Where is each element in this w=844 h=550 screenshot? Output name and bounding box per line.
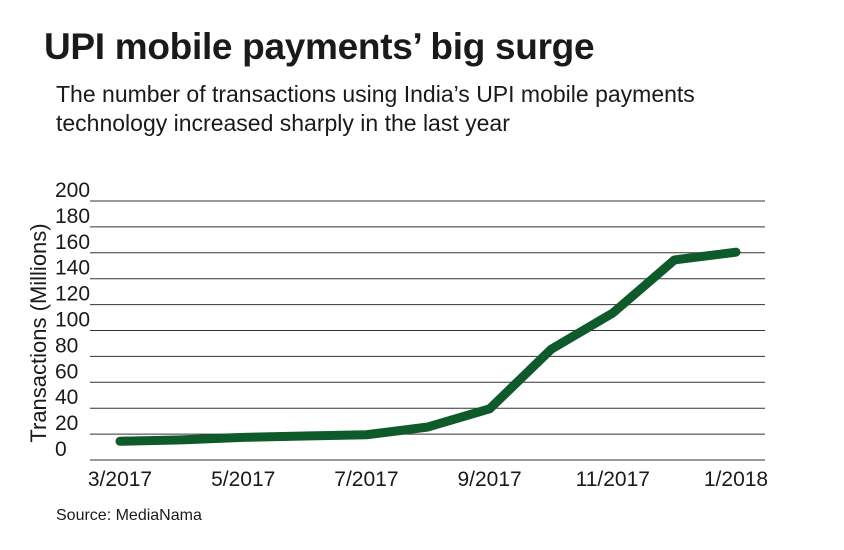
y-tick-label: 80 bbox=[55, 334, 78, 357]
x-tick-label: 9/2017 bbox=[457, 468, 521, 491]
source-note: Source: MediaNama bbox=[56, 507, 202, 524]
y-tick-label: 140 bbox=[55, 257, 90, 280]
x-tick-labels: 3/2017 5/2017 7/2017 9/2017 11/2017 1/2018 bbox=[88, 468, 768, 491]
y-tick-label: 0 bbox=[55, 438, 67, 461]
y-axis-label: Transactions (Millions) bbox=[26, 223, 51, 442]
x-tick-label: 11/2017 bbox=[576, 468, 650, 491]
chart-title: UPI mobile payments’ big surge bbox=[44, 26, 595, 67]
chart-subtitle: The number of transactions using India’s… bbox=[56, 81, 695, 136]
y-tick-label: 60 bbox=[55, 360, 78, 383]
x-tick-label: 1/2018 bbox=[704, 468, 768, 491]
y-tick-label: 160 bbox=[55, 231, 90, 254]
y-tick-label: 20 bbox=[55, 412, 78, 435]
y-tick-label: 180 bbox=[55, 205, 90, 228]
y-tick-label: 100 bbox=[55, 309, 90, 332]
y-tick-label: 120 bbox=[55, 283, 90, 306]
y-tick-label: 40 bbox=[55, 386, 78, 409]
x-tick-label: 7/2017 bbox=[334, 468, 398, 491]
series-group bbox=[115, 247, 741, 446]
gridlines bbox=[90, 200, 765, 461]
x-tick-label: 3/2017 bbox=[88, 468, 152, 491]
x-tick-label: 5/2017 bbox=[211, 468, 275, 491]
series-line bbox=[115, 247, 741, 446]
y-tick-label: 200 bbox=[55, 179, 90, 202]
